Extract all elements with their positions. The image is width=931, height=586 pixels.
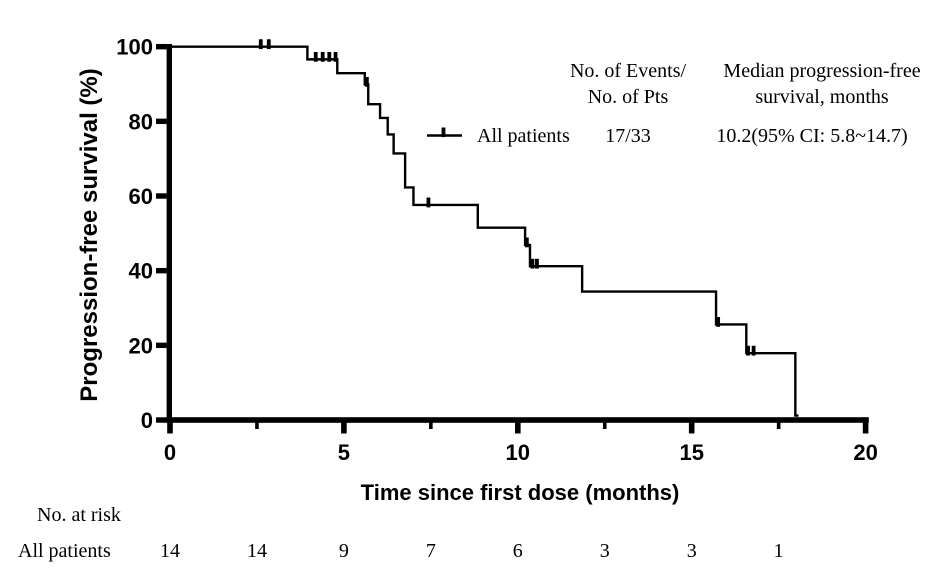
x-tick-minor bbox=[429, 420, 433, 429]
events-value: 17/33 bbox=[605, 125, 651, 147]
y-tick bbox=[156, 118, 167, 125]
y-tick bbox=[156, 43, 167, 50]
survival-curve bbox=[170, 45, 799, 417]
censor-tick bbox=[364, 76, 369, 87]
at-risk-value: 3 bbox=[687, 540, 697, 562]
censor-tick bbox=[716, 317, 721, 327]
at-risk-value: 9 bbox=[339, 540, 349, 562]
x-tick-label: 0 bbox=[164, 440, 176, 465]
y-tick bbox=[156, 193, 167, 199]
x-tick-label: 15 bbox=[679, 440, 703, 465]
axes bbox=[156, 43, 869, 434]
y-tick-label: 0 bbox=[141, 408, 153, 433]
x-tick-major bbox=[688, 420, 695, 434]
at-risk-row-label: All patients bbox=[18, 540, 111, 562]
censor-tick bbox=[426, 197, 431, 208]
censor-tick bbox=[320, 51, 325, 62]
x-axis-label: Time since first dose (months) bbox=[361, 480, 680, 505]
events-header-line2: No. of Pts bbox=[588, 86, 669, 108]
at-risk-value: 3 bbox=[600, 540, 610, 562]
events-header-line1: No. of Events/ bbox=[570, 60, 687, 82]
censor-marks bbox=[258, 39, 756, 356]
x-tick-label: 5 bbox=[338, 440, 350, 465]
km-curve-line bbox=[170, 45, 799, 417]
y-axis-line bbox=[166, 44, 172, 423]
at-risk-title: No. at risk bbox=[37, 504, 121, 526]
x-tick-minor bbox=[602, 420, 607, 429]
censor-tick bbox=[266, 39, 271, 50]
y-tick-label: 20 bbox=[129, 333, 153, 358]
legend-label: All patients bbox=[477, 125, 570, 147]
legend-marker-censor-tick bbox=[441, 127, 446, 138]
x-tick-label: 10 bbox=[506, 440, 530, 465]
censor-tick bbox=[333, 51, 338, 62]
x-tick-major bbox=[341, 420, 347, 434]
at-risk-value: 14 bbox=[160, 540, 180, 562]
censor-tick bbox=[535, 258, 539, 269]
censor-tick bbox=[327, 51, 332, 62]
y-tick bbox=[156, 417, 167, 423]
y-tick-label: 80 bbox=[129, 109, 153, 134]
x-tick-major bbox=[862, 420, 869, 434]
censor-tick bbox=[258, 39, 263, 50]
y-tick-label: 40 bbox=[129, 259, 153, 284]
x-tick-major bbox=[167, 420, 173, 434]
at-risk-value: 1 bbox=[774, 540, 784, 562]
x-tick-minor bbox=[776, 420, 781, 429]
tick-labels: 0 20 40 60 80 100 0 5 10 15 20 bbox=[116, 35, 878, 465]
x-tick-major bbox=[515, 420, 521, 434]
censor-tick bbox=[746, 345, 750, 356]
censor-tick bbox=[530, 258, 535, 269]
censor-tick bbox=[524, 237, 529, 248]
at-risk-values: 14 14 9 7 6 3 3 1 bbox=[160, 540, 784, 562]
y-tick bbox=[156, 342, 167, 349]
at-risk-value: 14 bbox=[247, 540, 267, 562]
median-header-line1: Median progression-free bbox=[723, 60, 920, 82]
y-tick bbox=[156, 267, 167, 274]
at-risk-value: 6 bbox=[513, 540, 523, 562]
median-header-line2: survival, months bbox=[755, 86, 889, 108]
legend-marker bbox=[427, 127, 462, 138]
at-risk-value: 7 bbox=[426, 540, 436, 562]
censor-tick bbox=[313, 51, 318, 62]
y-axis-label: Progression-free survival (%) bbox=[76, 68, 103, 401]
censor-tick bbox=[751, 345, 756, 356]
y-tick-label: 60 bbox=[129, 184, 153, 209]
x-tick-minor bbox=[255, 420, 259, 429]
median-value: 10.2(95% CI: 5.8~14.7) bbox=[716, 125, 907, 147]
y-tick-label: 100 bbox=[116, 35, 153, 60]
x-tick-label: 20 bbox=[853, 440, 877, 465]
